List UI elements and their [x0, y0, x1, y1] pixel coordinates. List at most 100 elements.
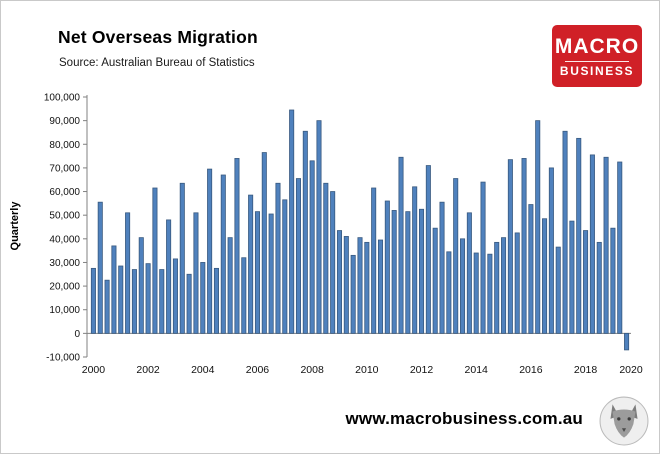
- bar: [357, 237, 363, 334]
- bar: [145, 263, 151, 334]
- macrobusiness-logo: MACRO BUSINESS: [552, 25, 642, 87]
- x-tick-label: 2004: [191, 364, 215, 376]
- logo-text-business: BUSINESS: [559, 63, 635, 78]
- bar: [248, 194, 254, 334]
- bar: [521, 158, 527, 334]
- y-tick-label: 50,000: [49, 211, 80, 222]
- bar: [371, 187, 377, 334]
- bar: [200, 262, 206, 334]
- wolf-logo-icon: [599, 396, 649, 446]
- bar: [589, 154, 595, 334]
- bar: [159, 269, 165, 334]
- bar: [398, 156, 404, 334]
- website-url: www.macrobusiness.com.au: [345, 409, 583, 428]
- y-tick-label: 60,000: [49, 187, 80, 198]
- bar: [487, 253, 493, 334]
- bar: [336, 230, 343, 334]
- bar: [446, 251, 452, 334]
- bar: [555, 246, 561, 334]
- bar: [152, 187, 158, 334]
- bar: [350, 254, 356, 334]
- y-tick-label: 10,000: [49, 305, 80, 316]
- bar: [309, 160, 315, 334]
- bar: [241, 257, 247, 334]
- bar: [268, 213, 274, 334]
- bar: [514, 232, 520, 334]
- source-caption: Source: Australian Bureau of Statistics: [59, 57, 255, 69]
- bar: [460, 238, 466, 334]
- bar: [405, 211, 411, 334]
- bar: [282, 199, 288, 334]
- bar: [261, 152, 267, 334]
- bar: [179, 182, 185, 334]
- x-tick-label: 2014: [465, 364, 489, 376]
- migration-bar-chart: 100,000 90,000 80,000 70,000 60,000 50,000 40,…: [44, 93, 643, 377]
- bar: [412, 186, 418, 334]
- x-tick-label: 2000: [82, 364, 106, 376]
- bar: [610, 227, 616, 334]
- logo-text-macro: MACRO: [554, 34, 640, 58]
- bar: [220, 174, 226, 334]
- bar: [166, 219, 172, 334]
- bar: [111, 245, 117, 334]
- bar: [548, 167, 554, 334]
- bar: [576, 137, 582, 334]
- bar: [213, 267, 219, 334]
- y-tick-label: 30,000: [49, 258, 80, 269]
- x-tick-label: 2018: [574, 364, 598, 376]
- bar: [131, 269, 137, 334]
- y-tick-label: 0: [74, 329, 80, 340]
- bar: [227, 237, 233, 334]
- y-tick-label: 90,000: [49, 116, 80, 127]
- bar: [473, 252, 479, 334]
- bar: [569, 220, 575, 334]
- bar: [302, 130, 308, 334]
- bar-chart-area: 100,000 90,000 80,000 70,000 60,000 50,000 40,…: [31, 91, 646, 383]
- bar: [432, 227, 438, 334]
- y-tick-label: 100,000: [44, 93, 81, 104]
- x-tick-label: 2016: [519, 364, 543, 376]
- bar: [90, 267, 96, 334]
- bar: [97, 201, 103, 334]
- bar: [125, 212, 131, 334]
- bar: [466, 212, 472, 334]
- bar: [289, 109, 295, 334]
- bar: [507, 159, 513, 334]
- y-tick-label: 40,000: [49, 234, 80, 245]
- bar: [295, 178, 301, 334]
- x-tick-label: 2002: [136, 364, 160, 376]
- y-tick-label: -10,000: [46, 353, 80, 364]
- bar: [603, 156, 609, 334]
- x-tick-label: 2020: [619, 364, 643, 376]
- bar: [528, 204, 534, 334]
- bar: [172, 258, 178, 334]
- bar: [391, 210, 397, 334]
- bar: [254, 211, 260, 334]
- bar: [624, 332, 630, 351]
- bar: [418, 208, 425, 334]
- y-tick-label: 70,000: [49, 163, 80, 174]
- y-axis-title: Quarterly: [9, 201, 21, 251]
- bar: [596, 241, 602, 334]
- y-tick-label: 20,000: [49, 282, 80, 293]
- bar: [501, 237, 507, 334]
- bar: [384, 200, 390, 334]
- bar: [323, 182, 329, 334]
- bar: [425, 165, 431, 334]
- bar: [104, 279, 110, 334]
- logo-divider: [565, 60, 629, 62]
- bar: [118, 265, 124, 334]
- bar: [138, 237, 144, 334]
- bar: [193, 212, 199, 334]
- bar: [494, 241, 500, 334]
- bar: [186, 273, 192, 334]
- bar: [364, 241, 370, 334]
- page-title: Net Overseas Migration: [58, 27, 258, 47]
- bar: [330, 191, 336, 334]
- bar: [439, 201, 445, 334]
- bar: [316, 120, 322, 334]
- x-tick-label: 2008: [300, 364, 324, 376]
- bar: [453, 178, 459, 334]
- bar: [207, 168, 213, 334]
